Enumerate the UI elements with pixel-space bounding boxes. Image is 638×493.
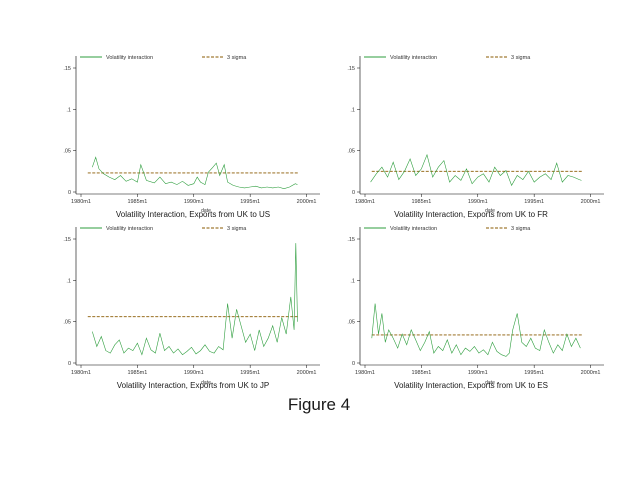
x-tick-label: 2000m1 <box>581 199 601 205</box>
x-tick-label: 1985m1 <box>127 199 147 205</box>
y-tick-label: .1 <box>66 278 71 284</box>
y-tick-label: .1 <box>66 107 71 113</box>
legend-label-series: Volatility interaction <box>390 55 437 61</box>
chart-panel-4: 0 .05 .1 .15 1980m1 1985m1 1990m1 1995m1 2000m1 d… <box>347 226 604 390</box>
y-tick-label: .15 <box>63 66 71 72</box>
x-tick-label: 1985m1 <box>411 370 431 376</box>
legend-label-series: Volatility interaction <box>106 55 153 61</box>
y-tick-label: .05 <box>63 320 71 326</box>
y-tick-label: .1 <box>350 278 355 284</box>
x-tick-label: 1995m1 <box>524 199 544 205</box>
x-axis-label: date <box>485 208 495 214</box>
y-tick-label: 0 <box>352 361 355 367</box>
legend-label-threshold: 3 sigma <box>511 55 531 61</box>
panel-title: Volatility Interaction, Exports from UK … <box>394 210 548 219</box>
x-tick-label: 1995m1 <box>240 199 260 205</box>
x-tick-label: 1985m1 <box>411 199 431 205</box>
chart-panel-1: 0 .05 .1 .15 1980m1 1985m1 1990m1 1995m1 2000m1 d… <box>63 55 320 219</box>
legend-label-threshold: 3 sigma <box>227 226 247 232</box>
x-tick-label: 1980m1 <box>355 370 375 376</box>
x-axis-label: date <box>201 380 211 386</box>
x-tick-label: 1990m1 <box>184 370 204 376</box>
chart-panel-2: 0 .05 .1 .15 1980m1 1985m1 1990m1 1995m1 2000m1 d… <box>347 55 604 219</box>
series-line-volatility <box>370 153 582 187</box>
legend-label-series: Volatility interaction <box>106 226 153 232</box>
y-tick-label: 0 <box>352 190 355 196</box>
y-tick-label: .15 <box>347 66 355 72</box>
series-line-volatility <box>92 156 298 190</box>
y-tick-label: .05 <box>63 149 71 155</box>
series-line-volatility <box>92 243 298 356</box>
legend-label-threshold: 3 sigma <box>511 226 531 232</box>
x-tick-label: 1980m1 <box>355 199 375 205</box>
x-tick-label: 1985m1 <box>127 370 147 376</box>
x-tick-label: 2000m1 <box>581 370 601 376</box>
panel-title: Volatility Interaction, Exports from UK … <box>117 381 270 390</box>
y-tick-label: .05 <box>347 320 355 326</box>
x-tick-label: 2000m1 <box>297 370 317 376</box>
x-tick-label: 1995m1 <box>524 370 544 376</box>
y-tick-label: .1 <box>350 107 355 113</box>
series-line-volatility <box>371 303 581 357</box>
x-tick-label: 1990m1 <box>468 199 488 205</box>
y-tick-label: .15 <box>63 237 71 243</box>
legend-label-series: Volatility interaction <box>390 226 437 232</box>
x-tick-label: 1980m1 <box>71 199 91 205</box>
panel-title: Volatility Interaction, Exports from UK … <box>394 381 548 390</box>
x-axis-label: date <box>201 208 211 214</box>
chart-panel-3: 0 .05 .1 .15 1980m1 1985m1 1990m1 1995m1 2000m1 d… <box>63 226 320 390</box>
x-tick-label: 1990m1 <box>184 199 204 205</box>
x-axis-label: date <box>485 380 495 386</box>
y-tick-label: .15 <box>347 237 355 243</box>
y-tick-label: .05 <box>347 149 355 155</box>
x-tick-label: 1980m1 <box>71 370 91 376</box>
x-tick-label: 1995m1 <box>240 370 260 376</box>
panel-title: Volatility Interaction, Exports from UK … <box>116 210 270 219</box>
x-tick-label: 2000m1 <box>297 199 317 205</box>
y-tick-label: 0 <box>68 190 71 196</box>
x-tick-label: 1990m1 <box>468 370 488 376</box>
y-tick-label: 0 <box>68 361 71 367</box>
legend-label-threshold: 3 sigma <box>227 55 247 61</box>
figure-caption: Figure 4 <box>287 395 351 414</box>
